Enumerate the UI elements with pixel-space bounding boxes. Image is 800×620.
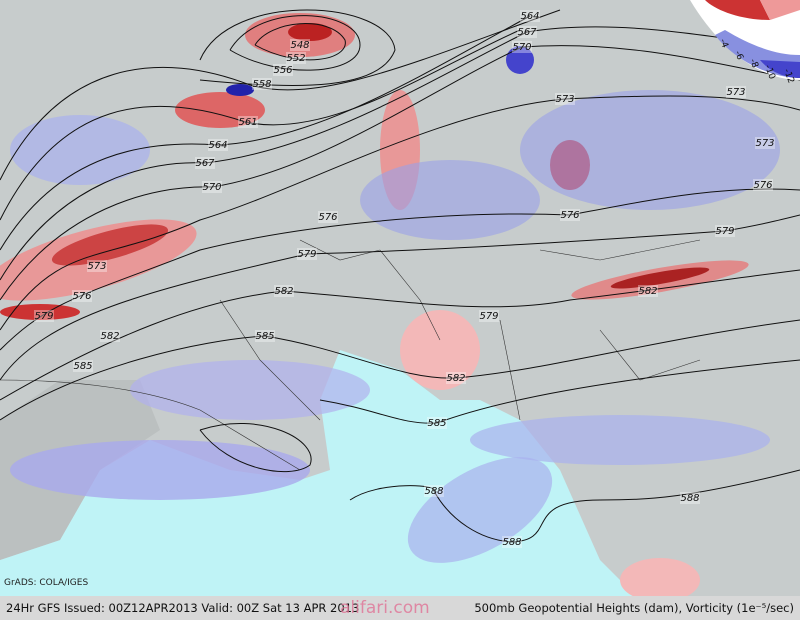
contour-label-bg xyxy=(255,330,275,342)
contour-label-bg xyxy=(318,211,338,223)
contour-label: 570 xyxy=(512,42,531,53)
contour-label-bg xyxy=(34,310,54,322)
contour-label-bg xyxy=(424,485,444,497)
vorticity-negative xyxy=(10,46,780,563)
contour-label-bg xyxy=(555,93,575,105)
contour-label-bg xyxy=(297,248,317,260)
contour-label: 573 xyxy=(755,138,774,149)
contour-label: 558 xyxy=(252,79,271,90)
contour-label-bg xyxy=(512,41,532,53)
contour-label-bg xyxy=(680,492,700,504)
contour-label-bg xyxy=(755,137,775,149)
legend-label: -6 xyxy=(732,50,745,62)
contour-label: 588 xyxy=(502,537,521,548)
contour-label: 582 xyxy=(638,286,657,297)
contour-label-bg xyxy=(238,116,258,128)
contour-label: 585 xyxy=(427,418,446,429)
contour-label-bg xyxy=(202,181,222,193)
borders xyxy=(0,239,701,471)
contour-label: 585 xyxy=(73,361,92,372)
contour-label: 585 xyxy=(255,331,274,342)
contour-label: 576 xyxy=(753,180,772,191)
color-legend xyxy=(690,0,800,80)
credit: GrADS: COLA/IGES xyxy=(4,578,89,588)
contour-label-bg xyxy=(715,225,735,237)
contour-label: 564 xyxy=(520,11,539,22)
contour-label-bg xyxy=(427,417,447,429)
contour-label: 588 xyxy=(680,493,699,504)
contour-label: 552 xyxy=(286,53,305,64)
contours xyxy=(0,9,800,543)
contour-label: 582 xyxy=(100,331,119,342)
contour-label: 567 xyxy=(517,27,537,38)
contour-label: 573 xyxy=(555,94,574,105)
contour-label-bg xyxy=(286,52,306,64)
contour-label-bg xyxy=(100,330,120,342)
contour-label: 576 xyxy=(560,210,579,221)
contour-label: 573 xyxy=(726,87,745,98)
contour-label: 556 xyxy=(273,65,292,76)
contour-label: 579 xyxy=(297,249,316,260)
contour-label-bg xyxy=(520,10,540,22)
contour-label-bg xyxy=(726,86,746,98)
contour-label: 567 xyxy=(195,158,215,169)
contour-label-bg xyxy=(446,372,466,384)
contour-label-bg xyxy=(195,157,215,169)
contour-label: 564 xyxy=(208,140,227,151)
contour-label-bg xyxy=(252,78,272,90)
contour-label-bg xyxy=(479,310,499,322)
contour-label-bg xyxy=(72,290,92,302)
legend-label: -12 xyxy=(781,68,795,85)
contour-label-bg xyxy=(273,64,293,76)
contour-label-bg xyxy=(638,285,658,297)
legend-label: -4 xyxy=(717,38,730,50)
legend-label: -10 xyxy=(762,64,777,81)
contour-label: 561 xyxy=(238,117,257,128)
contour-label: 579 xyxy=(34,311,53,322)
contour-label-bg xyxy=(560,209,580,221)
contour-label: 579 xyxy=(715,226,734,237)
footer: 24Hr GFS Issued: 00Z12APR2013 Valid: 00Z… xyxy=(0,596,800,620)
legend-label: -8 xyxy=(747,58,760,70)
contour-label: 579 xyxy=(479,311,498,322)
contour-label: 570 xyxy=(202,182,221,193)
contour-label-bg xyxy=(290,39,310,51)
contour-label-bg xyxy=(274,285,294,297)
contour-label: 576 xyxy=(72,291,91,302)
contour-label-bg xyxy=(208,139,228,151)
contour-label-bg xyxy=(87,260,107,272)
contour-label-bg xyxy=(753,179,773,191)
contour-label: 548 xyxy=(290,40,309,51)
contour-label: 582 xyxy=(446,373,465,384)
contour-label: 588 xyxy=(424,486,443,497)
footer-left: 24Hr GFS Issued: 00Z12APR2013 Valid: 00Z… xyxy=(6,601,360,615)
watermark: alifari.com xyxy=(340,598,430,618)
contour-label: 582 xyxy=(274,286,293,297)
contour-label-bg xyxy=(517,26,537,38)
contour-label-bg xyxy=(502,536,522,548)
footer-right: 500mb Geopotential Heights (dam), Vortic… xyxy=(474,601,794,615)
contour-label: 573 xyxy=(87,261,106,272)
contour-label-bg xyxy=(73,360,93,372)
contour-label: 576 xyxy=(318,212,337,223)
